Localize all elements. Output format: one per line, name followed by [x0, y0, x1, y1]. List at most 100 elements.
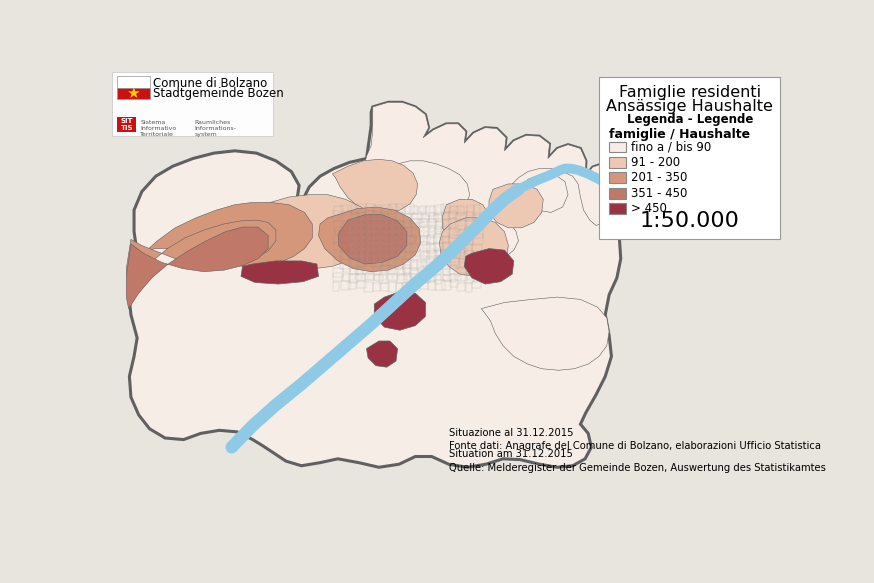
Bar [461, 226, 467, 231]
Bar [442, 257, 448, 262]
Bar [350, 244, 355, 250]
Bar [418, 262, 423, 268]
Bar [365, 257, 372, 266]
Bar [420, 252, 429, 259]
Bar [356, 268, 364, 274]
Bar [356, 244, 361, 250]
Bar [349, 242, 356, 249]
Polygon shape [524, 174, 568, 212]
Text: 351 - 450: 351 - 450 [631, 187, 687, 199]
Bar [430, 238, 435, 243]
Bar [442, 219, 448, 224]
Bar [434, 266, 440, 274]
Bar [371, 252, 379, 262]
Bar [374, 231, 379, 237]
Bar [368, 238, 373, 243]
Bar [474, 205, 480, 215]
Bar [442, 262, 448, 268]
Bar [420, 260, 427, 266]
Bar [405, 227, 413, 236]
Bar [454, 226, 461, 231]
Bar [374, 238, 379, 243]
Bar [406, 257, 411, 262]
Bar [117, 87, 149, 99]
Bar [412, 275, 417, 280]
Bar [374, 250, 379, 255]
Polygon shape [127, 220, 276, 293]
Bar [442, 207, 448, 212]
Bar [436, 226, 441, 231]
Bar [381, 258, 388, 266]
Bar [466, 220, 475, 229]
Bar [334, 252, 341, 260]
Bar [443, 275, 451, 282]
Bar [430, 219, 435, 224]
Bar [380, 269, 386, 274]
Bar [420, 242, 429, 251]
Bar [396, 220, 404, 229]
Bar [399, 238, 405, 243]
Bar [448, 207, 454, 212]
Bar [442, 250, 448, 255]
Bar [413, 214, 422, 223]
Bar [386, 213, 392, 219]
Bar [365, 273, 374, 280]
Bar [413, 251, 420, 260]
Bar [468, 207, 473, 212]
Bar [387, 214, 396, 223]
Bar [380, 250, 386, 255]
Bar [406, 238, 411, 243]
Bar [356, 204, 366, 212]
Bar [393, 219, 399, 224]
Bar [474, 251, 480, 258]
Bar [386, 275, 392, 280]
Bar [466, 283, 473, 292]
Bar [393, 231, 399, 237]
Bar [449, 274, 456, 282]
Bar [341, 252, 350, 259]
Bar [396, 283, 403, 292]
Bar [442, 238, 448, 243]
Polygon shape [440, 218, 509, 276]
Bar [406, 207, 411, 212]
Bar [468, 238, 473, 243]
Bar [456, 206, 464, 216]
Bar [357, 226, 365, 234]
Bar [368, 219, 373, 224]
Bar [441, 260, 450, 269]
Bar [424, 238, 429, 243]
Bar [434, 222, 443, 229]
Bar [382, 235, 389, 241]
Bar [449, 228, 457, 238]
Bar [448, 269, 454, 274]
Bar [442, 213, 448, 219]
Bar [362, 244, 367, 250]
Bar [374, 245, 384, 252]
Bar [333, 282, 339, 292]
Bar [399, 207, 405, 212]
Bar [373, 205, 380, 212]
Bar [465, 244, 472, 254]
Bar [424, 262, 429, 268]
Bar [386, 207, 392, 212]
Bar [362, 226, 367, 231]
Bar [397, 275, 406, 283]
Text: 201 - 350: 201 - 350 [631, 171, 687, 184]
Bar [461, 262, 467, 268]
Bar [348, 282, 356, 289]
Bar [427, 265, 434, 272]
Bar [472, 280, 481, 289]
Bar [368, 244, 373, 250]
Bar [365, 250, 372, 259]
Text: > 450: > 450 [631, 202, 667, 215]
Bar [356, 231, 361, 237]
Bar [448, 238, 454, 243]
Bar [379, 274, 387, 283]
Bar [468, 269, 473, 274]
Bar [386, 231, 392, 237]
Bar [454, 257, 461, 262]
Bar [405, 252, 411, 260]
Bar [350, 220, 356, 226]
Bar [458, 220, 466, 230]
Bar [380, 207, 386, 212]
